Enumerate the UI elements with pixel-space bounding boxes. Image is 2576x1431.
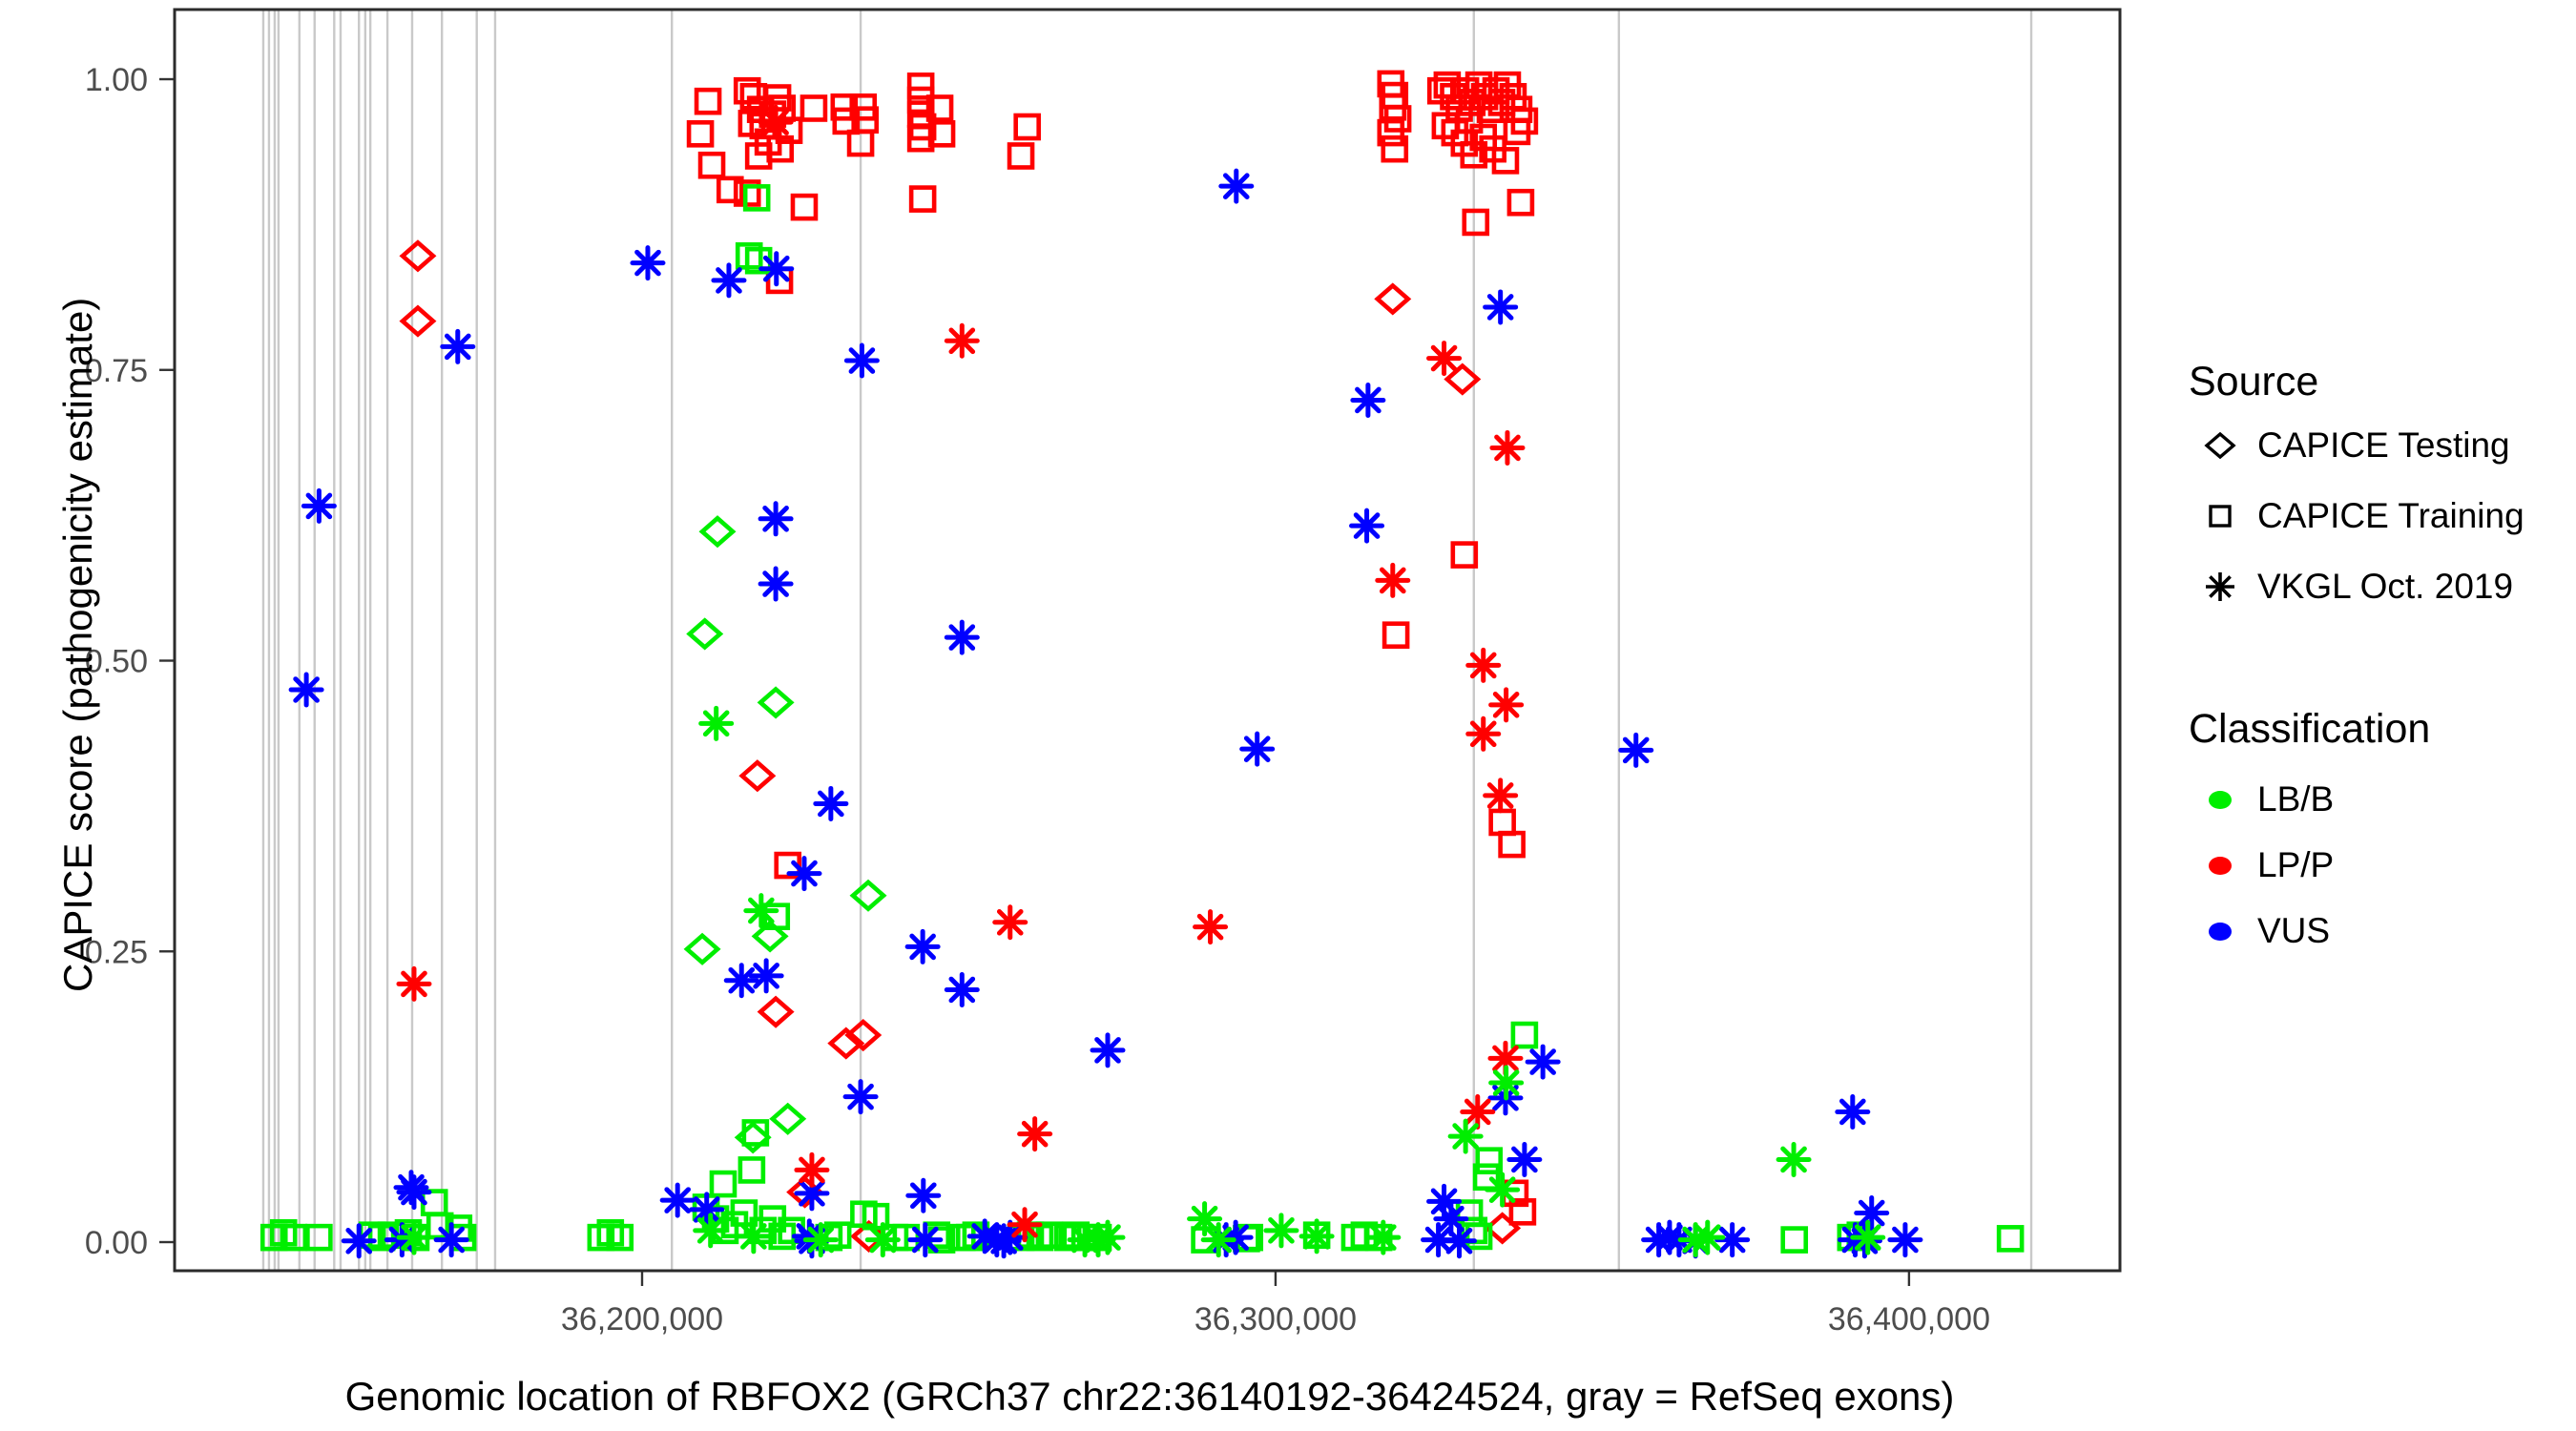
x-axis-title: Genomic location of RBFOX2 (GRCh37 chr22… <box>344 1374 1955 1419</box>
lbb-dot-icon <box>2198 778 2242 820</box>
svg-text:36,400,000: 36,400,000 <box>1828 1301 1990 1338</box>
lpp-dot-icon <box>2198 844 2242 886</box>
svg-text:1.00: 1.00 <box>85 62 148 98</box>
legend-item-label: CAPICE Training <box>2257 496 2524 535</box>
svg-text:0.25: 0.25 <box>85 934 148 970</box>
legend-item-capice-training: CAPICE Training <box>2198 495 2524 537</box>
vus-dot-icon <box>2198 910 2242 952</box>
legend-item-vus: VUS <box>2198 910 2330 952</box>
svg-text:0.75: 0.75 <box>85 353 148 389</box>
svg-text:36,300,000: 36,300,000 <box>1195 1301 1357 1338</box>
legend-item-lpp: LP/P <box>2198 844 2334 886</box>
asterisk-icon <box>2198 566 2242 608</box>
legend-item-lbb: LB/B <box>2198 778 2334 820</box>
legend-item-vkgl: VKGL Oct. 2019 <box>2198 566 2513 608</box>
svg-text:36,200,000: 36,200,000 <box>561 1301 723 1338</box>
svg-text:0.00: 0.00 <box>85 1225 148 1261</box>
legend-source-title: Source <box>2189 359 2319 404</box>
legend-item-label: LP/P <box>2257 845 2335 884</box>
legend-classification-title: Classification <box>2189 706 2431 752</box>
square-icon <box>2198 495 2242 537</box>
legend-item-label: LB/B <box>2257 779 2335 819</box>
y-axis-title: CAPICE score (pathogenicity estimate) <box>55 297 100 992</box>
legend-item-capice-testing: CAPICE Testing <box>2198 425 2510 467</box>
diamond-icon <box>2198 425 2242 467</box>
svg-text:0.50: 0.50 <box>85 644 148 680</box>
legend-item-label: CAPICE Testing <box>2257 425 2510 465</box>
legend-item-label: VKGL Oct. 2019 <box>2257 567 2514 606</box>
legend-item-label: VUS <box>2257 911 2331 950</box>
